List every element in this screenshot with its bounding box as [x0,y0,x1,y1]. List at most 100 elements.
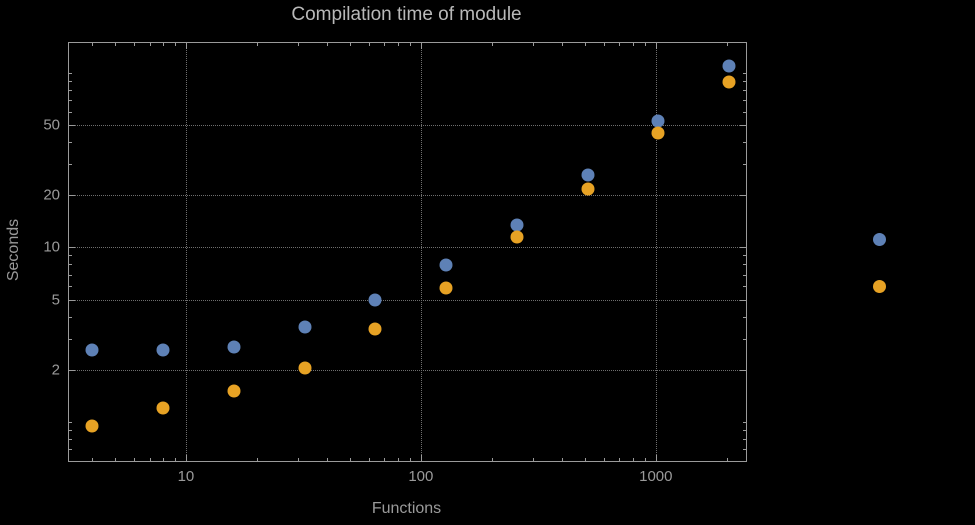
data-point-series1 [85,343,99,357]
y-tick-mark [69,99,72,101]
x-tick-mark [185,455,187,461]
y-tick-label: 50 [43,116,60,134]
y-tick-mark [743,89,746,91]
x-tick-mark [133,43,135,46]
y-tick-label: 5 [51,291,60,309]
x-tick-mark [327,43,329,46]
y-gridline [69,369,746,371]
y-tick-mark [743,422,746,424]
y-tick-mark [69,72,72,74]
y-gridline [69,125,746,127]
y-tick-label: 2 [51,361,60,379]
data-point-series2 [439,281,453,295]
x-tick-mark [256,458,258,461]
x-tick-mark [726,43,728,46]
y-tick-mark [743,142,746,144]
x-tick-mark [398,43,400,46]
y-tick-mark [740,194,746,196]
data-point-series2 [722,75,736,89]
x-tick-mark [562,458,564,461]
y-tick-mark [69,286,72,288]
y-tick-mark [743,264,746,266]
y-tick-mark [743,164,746,166]
data-point-series2 [156,401,170,415]
y-tick-mark [69,430,72,432]
data-point-series1 [227,340,241,354]
x-tick-mark [410,458,412,461]
y-tick-mark [69,449,72,451]
x-tick-mark [491,43,493,46]
y-tick-mark [69,274,72,276]
y-tick-mark [69,439,72,441]
data-point-series1 [581,168,594,182]
x-tick-mark [655,43,657,49]
y-gridline [69,247,746,249]
x-tick-mark [256,43,258,46]
x-tick-mark [420,455,422,461]
y-tick-mark [69,369,75,371]
x-gridline [185,43,187,461]
x-tick-mark [398,458,400,461]
x-tick-mark [603,458,605,461]
data-point-series1 [651,114,665,128]
x-gridline [420,43,422,461]
y-tick-mark [69,317,72,319]
y-tick-mark [69,422,72,424]
x-tick-mark [163,43,165,46]
y-tick-mark [69,300,75,302]
y-tick-mark [743,111,746,113]
x-tick-mark [645,458,647,461]
legend [873,233,886,293]
y-tick-mark [69,264,72,266]
y-tick-mark [69,461,72,462]
data-point-series2 [581,182,594,196]
x-tick-mark [350,458,352,461]
legend-marker-series2 [873,280,886,293]
data-point-series1 [368,293,382,307]
data-point-series1 [156,343,170,357]
data-point-series1 [439,258,453,272]
x-tick-mark [368,458,370,461]
x-tick-mark [585,43,587,46]
x-tick-mark [633,43,635,46]
y-tick-mark [743,80,746,82]
data-point-series2 [85,419,99,433]
x-gridline [655,43,657,461]
y-tick-mark [743,72,746,74]
x-tick-mark [185,43,187,49]
data-point-series2 [298,361,312,375]
y-tick-mark [743,255,746,257]
x-tick-mark [298,43,299,46]
y-tick-mark [69,164,72,166]
x-tick-mark [133,458,135,461]
x-tick-mark [175,458,177,461]
x-tick-mark [655,455,657,461]
x-tick-mark [327,458,329,461]
y-tick-mark [740,369,746,371]
y-tick-mark [69,255,72,257]
x-tick-mark [562,43,564,46]
y-tick-mark [69,80,72,82]
x-tick-mark [726,458,728,461]
x-tick-mark [163,458,165,461]
y-tick-mark [69,194,75,196]
x-tick-mark [92,458,94,461]
y-tick-mark [69,111,72,113]
x-tick-mark [420,43,422,49]
y-tick-mark [743,338,746,340]
y-tick-mark [740,300,746,302]
y-tick-mark [743,286,746,288]
y-tick-label: 20 [43,186,60,204]
legend-marker-series1 [873,233,886,246]
x-tick-mark [633,458,635,461]
data-point-series2 [651,126,665,140]
y-tick-mark [69,338,72,340]
y-tick-mark [69,247,75,249]
x-tick-mark [149,458,151,461]
plot-area: 10 100 1000 2 5 10 20 50 [43,42,747,485]
y-tick-mark [743,439,746,441]
x-tick-mark [92,43,94,46]
y-tick-label: 10 [43,238,60,256]
x-tick-mark [175,43,177,46]
